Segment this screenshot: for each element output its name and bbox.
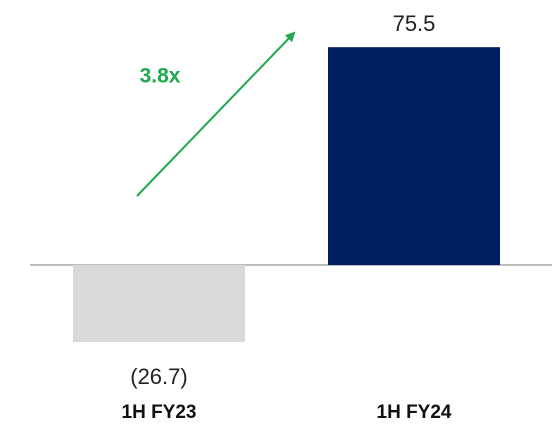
- bar: [328, 47, 500, 266]
- bar: [73, 265, 245, 343]
- value-label: 75.5: [393, 11, 436, 36]
- x-tick-label: 1H FY24: [377, 402, 452, 423]
- value-label: (26.7): [130, 364, 187, 389]
- annotation: 3.8x: [140, 65, 181, 88]
- growth-arrow: [136, 31, 296, 197]
- x-tick-label: 1H FY23: [122, 402, 197, 423]
